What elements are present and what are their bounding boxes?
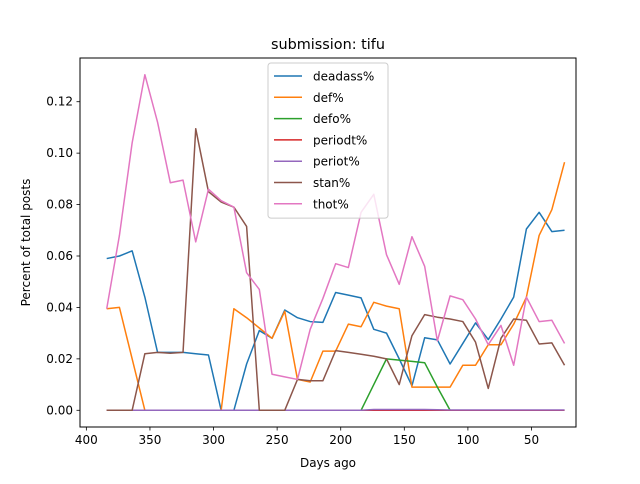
y-tick-label: 0.04	[46, 300, 73, 314]
plot-frame	[79, 57, 577, 428]
x-tick-label: 300	[202, 433, 225, 447]
series-line-stan	[106, 127, 566, 412]
x-tick-label: 350	[138, 433, 161, 447]
plot-lines	[105, 73, 566, 412]
legend-label-thot: thot%	[313, 197, 349, 211]
y-tick-label: 0.10	[46, 146, 73, 160]
y-tick-label: 0.08	[46, 198, 73, 212]
y-axis-label: Percent of total posts	[19, 179, 33, 307]
y-tick-label: 0.06	[46, 249, 73, 263]
x-tick-label: 400	[75, 433, 98, 447]
legend: deadass% def% defo% periodt% periot% stan% tho…	[267, 62, 389, 219]
chart-title: submission: tifu	[271, 37, 385, 53]
series-line-thot	[105, 73, 566, 381]
legend-label-defo: defo%	[313, 112, 351, 126]
legend-label-periot: periot%	[313, 155, 360, 169]
legend-label-periodt: periodt%	[313, 133, 367, 147]
x-axis-label: Days ago	[300, 456, 356, 470]
y-axis: 0.00 0.02 0.04 0.06 0.08 0.10 0.12	[46, 95, 80, 417]
y-tick-label: 0.12	[46, 95, 73, 109]
x-axis: 400 350 300 250 200 150 100 50	[75, 427, 539, 447]
x-tick-label: 200	[329, 433, 352, 447]
legend-label-def: def%	[313, 91, 344, 105]
x-tick-label: 50	[524, 433, 539, 447]
x-tick-label: 100	[456, 433, 479, 447]
x-tick-label: 250	[266, 433, 289, 447]
y-tick-label: 0.00	[46, 403, 73, 417]
legend-label-stan: stan%	[313, 176, 350, 190]
x-tick-label: 150	[393, 433, 416, 447]
y-tick-label: 0.02	[46, 352, 73, 366]
legend-box	[267, 62, 389, 219]
legend-label-deadass: deadass%	[313, 70, 374, 84]
series-line-periot	[106, 408, 565, 412]
